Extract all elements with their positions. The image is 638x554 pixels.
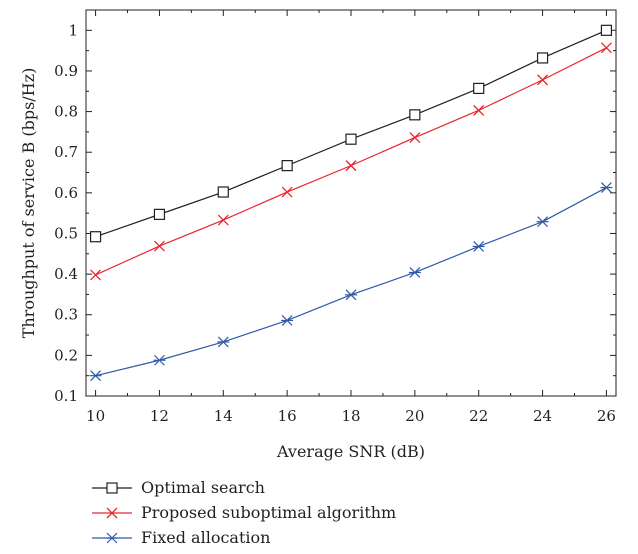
legend-label-0: Optimal search [141, 478, 265, 497]
data-point-series-2 [89, 370, 102, 382]
data-point-series-0 [409, 109, 421, 121]
x-tick-label: 14 [214, 407, 233, 425]
data-point-series-0 [89, 231, 102, 243]
data-point-series-1 [345, 160, 357, 172]
legend-marker-1 [106, 507, 118, 519]
plot-area [85, 9, 617, 397]
y-tick-label: 0.1 [54, 387, 78, 405]
data-point-series-2 [345, 289, 357, 301]
x-tick-label: 26 [597, 407, 616, 425]
x-tick-label: 12 [150, 407, 169, 425]
data-point-series-0 [217, 186, 229, 198]
data-point-series-2 [600, 182, 613, 193]
y-tick-label: 0.4 [54, 265, 78, 283]
x-tick-label: 16 [278, 407, 297, 425]
legend: Optimal search Proposed suboptimal algori… [92, 478, 396, 547]
x-axis-ticks: 10 12 14 16 18 20 22 24 26 [86, 10, 616, 425]
y-axis-title: Throughput of service B (bps/Hz) [19, 68, 38, 339]
data-point-series-2 [472, 241, 485, 252]
x-tick-label: 22 [469, 407, 488, 425]
data-point-series-2 [281, 315, 294, 326]
plot-frame [85, 9, 617, 397]
data-point-series-0 [153, 208, 166, 220]
data-point-series-2 [153, 354, 166, 366]
data-point-series-1 [153, 240, 165, 252]
legend-marker-2 [106, 532, 118, 544]
data-point-series-1 [217, 214, 229, 226]
x-tick-label: 24 [533, 407, 552, 425]
data-point-series-1 [281, 186, 293, 198]
y-tick-label: 0.9 [54, 62, 78, 80]
y-tick-label: 1 [68, 21, 78, 39]
y-tick-label: 0.7 [54, 143, 78, 161]
x-axis-title: Average SNR (dB) [276, 442, 425, 461]
legend-marker-0 [106, 482, 118, 494]
data-point-series-2 [408, 267, 421, 278]
data-point-series-1 [600, 42, 612, 54]
data-point-series-2 [536, 216, 549, 228]
y-tick-label: 0.6 [54, 184, 78, 202]
y-axis-ticks: 0.1 0.2 0.3 0.4 0.5 0.6 0.7 0.8 0.9 1 [54, 21, 616, 405]
y-tick-label: 0.5 [54, 224, 78, 242]
data-point-series-0 [600, 24, 613, 36]
x-tick-label: 20 [405, 407, 424, 425]
data-point-series-1 [90, 269, 102, 281]
data-point-series-1 [409, 132, 421, 144]
series-line-0 [95, 29, 607, 238]
data-point-series-0 [281, 160, 293, 172]
series-layer [89, 24, 613, 382]
series-line-2 [95, 187, 607, 377]
legend-label-1: Proposed suboptimal algorithm [141, 503, 396, 522]
data-point-series-0 [473, 82, 485, 95]
data-point-series-0 [536, 52, 549, 64]
y-tick-label: 0.8 [54, 103, 78, 121]
series-line-1 [95, 47, 607, 276]
data-point-series-1 [537, 74, 549, 86]
data-point-series-1 [473, 104, 485, 116]
x-tick-label: 18 [341, 407, 360, 425]
legend-label-2: Fixed allocation [141, 528, 270, 547]
data-point-series-2 [217, 336, 230, 348]
data-point-series-0 [345, 133, 357, 145]
y-tick-label: 0.2 [54, 346, 78, 364]
y-tick-label: 0.3 [54, 306, 78, 324]
x-tick-label: 10 [86, 407, 105, 425]
